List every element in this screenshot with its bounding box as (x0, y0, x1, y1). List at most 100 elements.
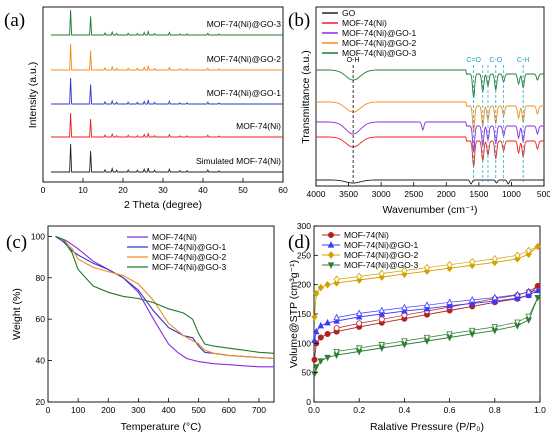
panel-b-label: (b) (288, 10, 310, 31)
panel-b-legend: GOMOF-74(Ni)MOF-74(Ni)@GO-1MOF-74(Ni)@GO… (322, 8, 417, 58)
panel-c-frame (47, 225, 275, 403)
bet-point-desorption (514, 251, 521, 260)
bet-point-desorption (378, 341, 386, 349)
panel-c-ylabel: Weight (%) (11, 288, 23, 340)
bet-point (491, 297, 499, 304)
bet-point-desorption (446, 331, 453, 338)
tga-x-tick-label: 500 (192, 405, 206, 415)
ftir-x-tick-label: 3000 (372, 189, 391, 199)
bet-point-desorption (525, 313, 532, 321)
bet-point (317, 358, 325, 365)
bet-legend-label-0: MOF-74(Ni) (344, 230, 389, 240)
bet-point (311, 313, 318, 321)
bet-legend-marker (327, 231, 334, 238)
ftir-curve-0 (316, 179, 544, 185)
ftir-curve-4 (316, 69, 544, 99)
ftir-annotation-label: C-O (489, 57, 502, 64)
bet-point-desorption (333, 325, 340, 332)
panel-b-annotations: O-H C=O C-O C-H (347, 57, 529, 182)
xrd-series-label-4: MOF-74(Ni)@GO-3 (207, 19, 282, 29)
tga-curve-0 (55, 235, 274, 368)
bet-y-tick-label: 150 (297, 309, 311, 319)
bet-point (534, 242, 541, 251)
tga-legend-label-3: MOF-74(Ni)@GO-3 (152, 262, 227, 272)
xrd-series-label-1: MOF-74(Ni) (236, 121, 281, 131)
ftir-annotation-label: C=O (466, 57, 481, 64)
bet-point (534, 294, 541, 302)
ftir-x-tick-label: 1000 (502, 189, 521, 199)
bet-point-desorption (378, 316, 385, 323)
tga-x-tick-label: 400 (161, 405, 175, 415)
bet-point (324, 318, 331, 326)
bet-x-tick-label: 1.0 (534, 405, 546, 415)
tga-x-tick-label: 700 (252, 405, 266, 415)
bet-point (311, 336, 318, 344)
xrd-x-tick-label: 30 (158, 185, 168, 195)
panel-d-legend: MOF-74(Ni)MOF-74(Ni)@GO-1MOF-74(Ni)@GO-2… (322, 230, 419, 270)
bet-legend-label-2: MOF-74(Ni)@GO-2 (344, 250, 419, 260)
ftir-x-tick-label: 1500 (469, 189, 488, 199)
tga-legend-label-1: MOF-74(Ni)@GO-1 (152, 242, 227, 252)
xrd-curve-1 (51, 112, 283, 138)
bet-point (355, 313, 363, 320)
tga-legend-label-2: MOF-74(Ni)@GO-2 (152, 252, 227, 262)
panel-d-ylabel: Volume@STP (cm³g⁻¹) (288, 260, 300, 368)
xrd-x-tick-label: 0 (41, 185, 46, 195)
panel-a-series-labels: Simulated MOF-74(Ni) MOF-74(Ni) MOF-74(Ni)… (196, 19, 281, 166)
bet-point-desorption (525, 246, 532, 255)
bet-point (378, 310, 386, 317)
bet-y-tick-label: 250 (297, 250, 311, 260)
panel-a-xlabel: 2 Theta (degree) (124, 199, 202, 211)
xrd-series-label-2: MOF-74(Ni)@GO-1 (207, 88, 282, 98)
xrd-x-tick-label: 20 (118, 185, 128, 195)
ftir-curve-3 (316, 101, 544, 133)
tga-y-tick-label: 80 (36, 273, 46, 283)
bet-point-desorption (401, 303, 408, 311)
tga-x-tick-label: 300 (131, 405, 145, 415)
bet-point (317, 321, 325, 329)
bet-point (313, 289, 320, 298)
ftir-annotation-label: O-H (347, 57, 360, 64)
bet-point (313, 327, 320, 335)
panel-d-xlabel: Ralative Pressure (P/P₀) (370, 421, 484, 433)
panel-b-frame (315, 6, 545, 187)
bet-legend-marker (327, 241, 335, 248)
panel-a: Simulated MOF-74(Ni) MOF-74(Ni) MOF-74(Ni)… (4, 6, 288, 211)
bet-y-tick-label: 300 (297, 221, 311, 231)
bet-x-tick-label: 0.8 (489, 405, 501, 415)
panel-d: MOF-74(Ni)MOF-74(Ni)@GO-1MOF-74(Ni)@GO-2… (288, 221, 546, 433)
ftir-x-tick-label: 2000 (437, 189, 456, 199)
bet-point-desorption (401, 338, 408, 345)
xrd-curve-0 (51, 143, 283, 173)
panel-a-x-ticks: 0 10 20 30 40 50 60 (41, 178, 288, 195)
bet-point (514, 294, 521, 301)
tga-y-tick-label: 40 (36, 356, 46, 366)
xrd-x-tick-label: 50 (238, 185, 248, 195)
bet-x-tick-label: 0.4 (398, 405, 410, 415)
bet-desorption-line-1 (336, 290, 538, 318)
tga-x-tick-label: 100 (71, 405, 85, 415)
bet-point (324, 354, 331, 362)
panel-d-label: (d) (288, 232, 310, 253)
bet-point-desorption (356, 272, 363, 281)
bet-legend-label-1: MOF-74(Ni)@GO-1 (344, 240, 419, 250)
panel-b-xlabel: Wavenumber (cm⁻¹) (383, 204, 478, 216)
panel-c-label: (c) (6, 232, 27, 253)
ftir-x-tick-label: 3500 (339, 189, 358, 199)
bet-point-desorption (423, 263, 431, 272)
xrd-series-label-0: Simulated MOF-74(Ni) (196, 156, 281, 166)
panel-c: MOF-74(Ni)MOF-74(Ni)@GO-1MOF-74(Ni)@GO-2… (6, 225, 275, 433)
bet-y-tick-label: 200 (297, 280, 311, 290)
bet-point (423, 304, 431, 312)
bet-point-desorption (423, 301, 431, 308)
xrd-curve-4 (51, 9, 283, 36)
bet-point (333, 317, 340, 324)
ftir-legend-label-2: MOF-74(Ni)@GO-1 (342, 28, 417, 38)
panel-b: O-H C=O C-O C-H GOMOF-74(Ni)MOF-74(Ni)@GO-1… (288, 6, 550, 216)
ftir-legend-label-4: MOF-74(Ni)@GO-3 (342, 48, 417, 58)
bet-y-tick-label: 50 (302, 368, 312, 378)
tga-curve-3 (55, 235, 275, 354)
bet-point-desorption (356, 320, 363, 327)
bet-legend-marker (327, 262, 335, 269)
ftir-legend-label-1: MOF-74(Ni) (342, 18, 387, 28)
